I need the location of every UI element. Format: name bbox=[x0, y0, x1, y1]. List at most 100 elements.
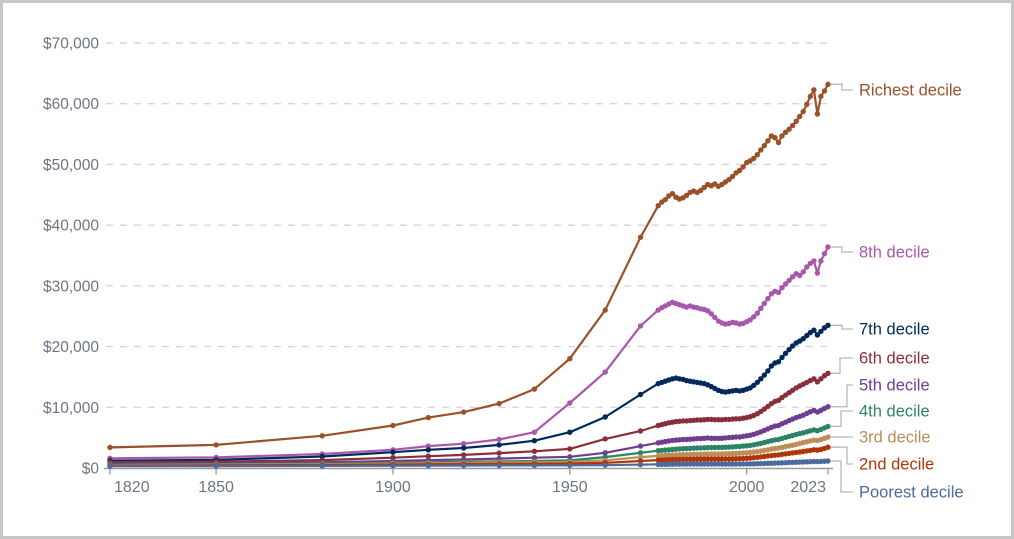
data-point bbox=[800, 108, 806, 115]
data-point bbox=[825, 81, 831, 88]
series-end-label-3rd-decile[interactable]: 3rd decile bbox=[859, 429, 931, 447]
data-point bbox=[390, 449, 396, 455]
data-point bbox=[531, 438, 538, 444]
data-point bbox=[751, 155, 757, 162]
data-point bbox=[531, 448, 538, 454]
data-point bbox=[758, 147, 764, 153]
y-axis-tick-label: $50,000 bbox=[43, 157, 99, 174]
data-point bbox=[319, 463, 325, 469]
series-end-label-8th-decile[interactable]: 8th decile bbox=[859, 244, 930, 262]
data-point bbox=[782, 129, 789, 135]
data-point bbox=[390, 463, 396, 469]
data-point bbox=[683, 192, 690, 199]
data-point bbox=[425, 414, 431, 421]
data-point bbox=[818, 93, 824, 100]
data-point bbox=[701, 184, 707, 191]
data-point bbox=[754, 310, 760, 316]
data-point bbox=[425, 443, 431, 449]
series-end-label-7th-decile[interactable]: 7th decile bbox=[859, 321, 930, 339]
y-axis-tick-label: $70,000 bbox=[43, 36, 99, 53]
series-richest-decile[interactable]: Richest decile bbox=[107, 81, 962, 451]
data-point bbox=[705, 308, 711, 314]
y-axis-tick-label: $40,000 bbox=[43, 218, 99, 235]
series-end-label-6th-decile[interactable]: 6th decile bbox=[859, 350, 930, 368]
data-point bbox=[390, 422, 396, 429]
data-point bbox=[765, 368, 771, 374]
series-8th-decile[interactable]: 8th decile bbox=[107, 244, 930, 461]
x-axis-tick-label: 1950 bbox=[552, 479, 588, 496]
data-point bbox=[804, 264, 810, 270]
label-connector bbox=[831, 446, 853, 465]
data-point bbox=[602, 369, 608, 375]
data-point bbox=[786, 346, 792, 353]
data-point bbox=[637, 323, 644, 329]
data-point bbox=[765, 295, 771, 302]
data-point bbox=[786, 126, 792, 132]
data-point bbox=[461, 409, 467, 415]
data-point bbox=[789, 343, 796, 349]
data-point bbox=[637, 454, 644, 460]
data-point bbox=[761, 372, 767, 378]
data-point bbox=[662, 196, 668, 203]
data-point bbox=[637, 391, 644, 398]
data-point bbox=[637, 461, 644, 468]
series-5th-decile[interactable]: 5th decile bbox=[107, 377, 930, 467]
data-point bbox=[814, 332, 821, 338]
data-point bbox=[761, 142, 767, 149]
data-point bbox=[825, 434, 831, 440]
data-point bbox=[461, 462, 467, 469]
data-point bbox=[789, 122, 796, 129]
series-7th-decile[interactable]: 7th decile bbox=[107, 321, 930, 464]
data-point bbox=[637, 443, 644, 449]
series-end-label-poorest-decile[interactable]: Poorest decile bbox=[859, 484, 964, 502]
data-point bbox=[775, 289, 782, 296]
data-point bbox=[213, 463, 219, 469]
data-point bbox=[107, 444, 113, 451]
series-3rd-decile[interactable]: 3rd decile bbox=[107, 429, 931, 468]
data-point bbox=[729, 173, 736, 180]
series-end-label-4th-decile[interactable]: 4th decile bbox=[859, 403, 930, 421]
data-point bbox=[531, 429, 538, 435]
data-point bbox=[637, 450, 644, 456]
data-point bbox=[811, 258, 817, 264]
data-point bbox=[425, 462, 431, 469]
data-point bbox=[602, 450, 608, 456]
data-point bbox=[761, 300, 767, 307]
series-end-label-richest-decile[interactable]: Richest decile bbox=[859, 82, 962, 100]
data-point bbox=[567, 462, 573, 468]
x-axis-tick-label: 1850 bbox=[198, 479, 234, 496]
data-point bbox=[754, 152, 760, 158]
data-point bbox=[818, 258, 824, 264]
data-point bbox=[782, 350, 789, 356]
data-point bbox=[461, 445, 467, 451]
data-point bbox=[736, 167, 743, 174]
data-point bbox=[758, 376, 764, 382]
data-point bbox=[782, 281, 789, 287]
data-point bbox=[496, 436, 502, 443]
data-point bbox=[461, 441, 467, 447]
data-point bbox=[775, 359, 782, 365]
data-point bbox=[496, 450, 502, 456]
series-end-label-5th-decile[interactable]: 5th decile bbox=[859, 377, 930, 395]
data-point bbox=[319, 433, 325, 439]
label-connector bbox=[831, 324, 853, 330]
x-axis-tick-label: 1820 bbox=[114, 479, 150, 496]
data-point bbox=[811, 87, 817, 93]
data-point bbox=[768, 363, 775, 369]
y-axis-tick-label: $30,000 bbox=[43, 278, 99, 295]
data-point bbox=[814, 379, 821, 385]
y-axis-tick-label: $0 bbox=[82, 461, 100, 478]
data-point bbox=[804, 101, 810, 108]
series-poorest-decile[interactable]: Poorest decile bbox=[107, 458, 964, 502]
data-point bbox=[425, 453, 431, 459]
data-point bbox=[779, 354, 785, 361]
data-point bbox=[496, 400, 502, 407]
data-point bbox=[567, 429, 573, 435]
data-point bbox=[496, 442, 502, 448]
data-point bbox=[797, 113, 803, 120]
series-end-label-2nd-decile[interactable]: 2nd decile bbox=[859, 456, 934, 474]
data-point bbox=[821, 251, 828, 257]
data-point bbox=[821, 88, 828, 94]
